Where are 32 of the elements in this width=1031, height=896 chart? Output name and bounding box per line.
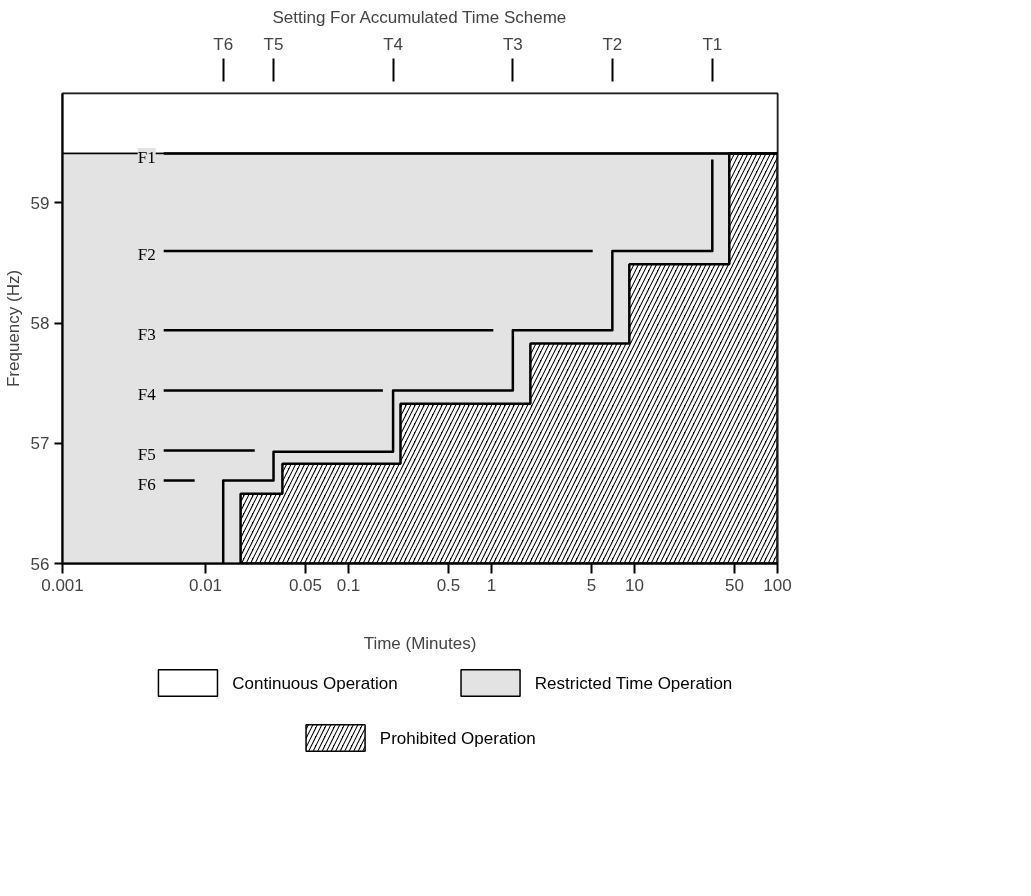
x-tick-label: 50 [725, 575, 744, 595]
x-tick-label: 0.5 [436, 575, 461, 595]
y-tick-label: 58 [30, 314, 50, 334]
x-tick-label: 1 [486, 575, 497, 595]
series-label: F1 [137, 148, 156, 168]
y-tick-label: 56 [30, 554, 50, 574]
x-tick-label: 0.01 [188, 575, 223, 595]
y-tick-label: 57 [30, 434, 50, 454]
legend-label: Continuous Operation [232, 673, 398, 693]
annotation: T4 [383, 34, 404, 54]
x-axis-title: Time (Minutes) [363, 633, 477, 653]
series-label: F3 [137, 324, 156, 344]
series-label: F4 [137, 384, 157, 404]
annotation: T1 [702, 34, 723, 54]
series-label: F2 [137, 245, 156, 265]
annotation: T3 [502, 34, 523, 54]
series-label: F6 [137, 475, 156, 495]
annotation: T5 [263, 34, 284, 54]
y-axis-title: Frequency (Hz) [3, 269, 23, 388]
series-label: F5 [137, 445, 156, 465]
x-tick-label: 5 [586, 575, 597, 595]
x-tick-label: 10 [625, 575, 644, 595]
legend-label: Prohibited Operation [379, 728, 536, 748]
x-tick-label: 100 [763, 575, 792, 595]
legend-label: Restricted Time Operation [534, 673, 733, 693]
x-tick-label: 0.05 [288, 575, 322, 595]
chart-title: Setting For Accumulated Time Scheme [272, 7, 567, 27]
y-tick-label: 59 [30, 193, 50, 213]
x-tick-label: 0.1 [336, 575, 361, 595]
x-tick-label: 0.001 [41, 575, 84, 595]
annotation: T2 [602, 34, 623, 54]
annotation: T6 [213, 34, 234, 54]
